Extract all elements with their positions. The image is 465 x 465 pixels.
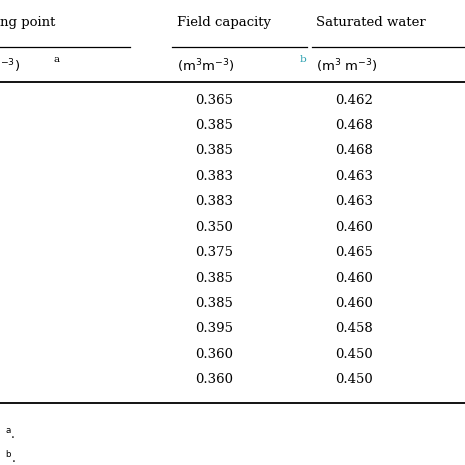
Text: 0.350: 0.350	[195, 221, 233, 234]
Text: 0.462: 0.462	[335, 93, 372, 106]
Text: $^{\rm b}$.: $^{\rm b}$.	[5, 450, 15, 465]
Text: 0.463: 0.463	[335, 195, 373, 208]
Text: 0.360: 0.360	[195, 373, 233, 386]
Text: 0.385: 0.385	[195, 119, 233, 132]
Text: ng point: ng point	[0, 16, 55, 29]
Text: 0.365: 0.365	[195, 93, 233, 106]
Text: 0.460: 0.460	[335, 272, 372, 285]
Text: Saturated water: Saturated water	[316, 16, 426, 29]
Text: 0.460: 0.460	[335, 297, 372, 310]
Text: 0.463: 0.463	[335, 170, 373, 183]
Text: 0.458: 0.458	[335, 322, 372, 335]
Text: Field capacity: Field capacity	[177, 16, 271, 29]
Text: $(\mathrm{m^3 m^{-3}})$: $(\mathrm{m^3 m^{-3}})$	[177, 57, 234, 75]
Text: $(\mathrm{m^3\ m^{-3}})$: $(\mathrm{m^3\ m^{-3}})$	[316, 57, 378, 75]
Text: 0.450: 0.450	[335, 373, 372, 386]
Text: 0.465: 0.465	[335, 246, 372, 259]
Text: 0.468: 0.468	[335, 119, 372, 132]
Text: b: b	[300, 55, 307, 64]
Text: a: a	[53, 55, 60, 64]
Text: 0.460: 0.460	[335, 221, 372, 234]
Text: 0.360: 0.360	[195, 348, 233, 361]
Text: $^{-3})$: $^{-3})$	[0, 57, 20, 75]
Text: 0.385: 0.385	[195, 145, 233, 158]
Text: 0.385: 0.385	[195, 272, 233, 285]
Text: 0.383: 0.383	[195, 170, 233, 183]
Text: 0.385: 0.385	[195, 297, 233, 310]
Text: 0.468: 0.468	[335, 145, 372, 158]
Text: 0.375: 0.375	[195, 246, 233, 259]
Text: 0.450: 0.450	[335, 348, 372, 361]
Text: 0.383: 0.383	[195, 195, 233, 208]
Text: $^{\rm a}$.: $^{\rm a}$.	[5, 428, 15, 442]
Text: 0.395: 0.395	[195, 322, 233, 335]
